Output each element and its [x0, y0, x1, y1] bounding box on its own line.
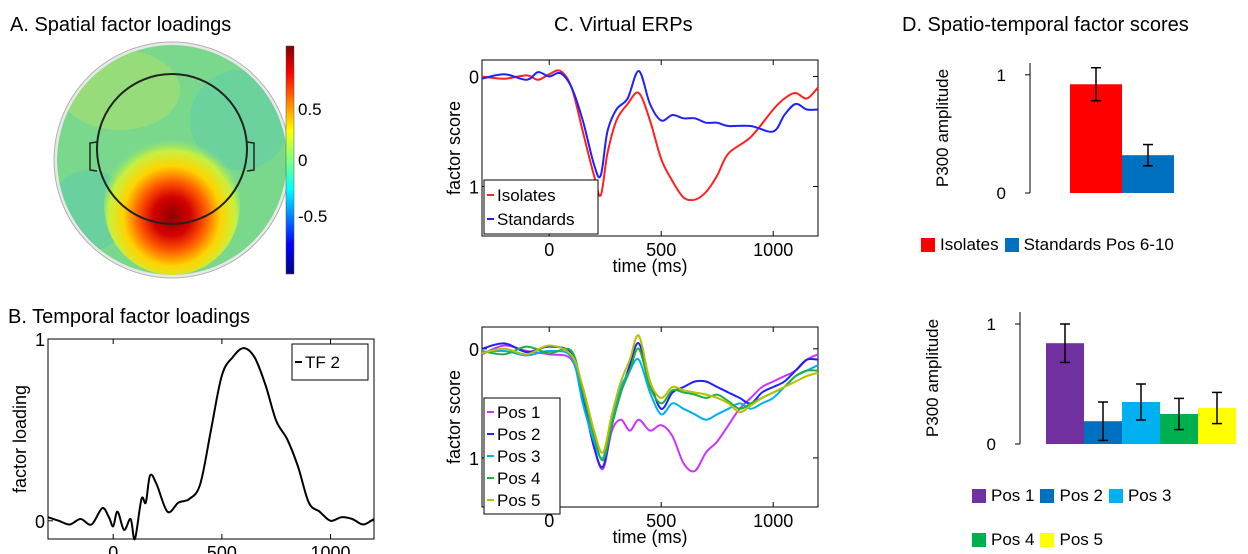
- colorbar: 0.5 0 -0.5: [285, 45, 327, 275]
- y-tick-label: 0: [35, 512, 45, 532]
- chart-legend: [291, 343, 369, 381]
- y-axis-label: P300 amplitude: [933, 69, 952, 187]
- legend-label: Isolates: [940, 235, 999, 254]
- plot-frame: [481, 326, 819, 508]
- x-tick-label: 500: [646, 240, 676, 260]
- legend-swatch: [1004, 238, 1019, 252]
- legend-label: Pos 3: [1127, 486, 1172, 505]
- legend-item: Pos 2: [1040, 486, 1103, 506]
- y-axis-label: factor score: [444, 370, 464, 464]
- x-tick-label: 0: [544, 240, 554, 260]
- y-tick-label: 1: [997, 66, 1006, 85]
- legend-positions-row2: Pos 4 Pos 5: [972, 530, 1109, 550]
- legend-entry: Pos 5: [497, 491, 540, 510]
- x-tick-label: 500: [207, 543, 237, 554]
- chart-legend: [483, 397, 561, 515]
- legend-entry: Isolates: [497, 186, 556, 205]
- legend-label: Pos 2: [1059, 486, 1103, 505]
- panel-d-title: D. Spatio-temporal factor scores: [902, 14, 1189, 36]
- legend-label: Pos 5: [1059, 530, 1103, 549]
- series-line: [481, 334, 819, 454]
- y-tick-label: 0: [469, 68, 479, 88]
- x-axis-label: time (ms): [613, 256, 688, 276]
- colorbar-tick: 0.5: [298, 100, 322, 119]
- series-line: [481, 349, 819, 460]
- scores-positions-chart: 1 0 P300 amplitude: [923, 312, 1236, 454]
- legend-swatch: [1108, 489, 1123, 503]
- legend-swatch: [972, 489, 986, 503]
- colorbar-tick: 0: [298, 151, 307, 170]
- legend-item: Isolates: [921, 235, 999, 255]
- x-tick-label: 1000: [311, 543, 351, 554]
- legend-entry: TF 2: [305, 353, 340, 372]
- x-tick-label: 1000: [753, 240, 793, 260]
- erp-isolates-chart: 0 500 1000 0 1 time (ms) factor score Isolates S…: [444, 59, 819, 276]
- legend-item: Standards Pos 6-10: [1004, 235, 1174, 255]
- x-axis-label: time (ms): [613, 527, 688, 547]
- panel-a-title: A. Spatial factor loadings: [10, 14, 232, 36]
- legend-item: Pos 3: [1108, 486, 1172, 506]
- plot-frame: [47, 338, 375, 540]
- legend-isolates: Isolates Standards Pos 6-10: [921, 235, 1180, 255]
- x-tick-label: 0: [544, 511, 554, 531]
- x-tick-label: 1000: [753, 511, 793, 531]
- series-line: [481, 69, 819, 202]
- legend-swatch: [972, 533, 986, 547]
- panel-c-title: C. Virtual ERPs: [554, 14, 693, 36]
- x-tick-label: 500: [646, 511, 676, 531]
- y-axis-label: factor loading: [10, 385, 30, 493]
- y-tick-label: 0: [997, 184, 1006, 203]
- legend-positions-row1: Pos 1 Pos 2 Pos 3: [972, 486, 1177, 506]
- legend-entry: Pos 4: [497, 469, 540, 488]
- series-line: [481, 69, 819, 179]
- legend-swatch: [921, 238, 935, 252]
- legend-label: Standards Pos 6-10: [1023, 235, 1174, 254]
- legend-entry: Pos 2: [497, 425, 540, 444]
- colorbar-tick: -0.5: [298, 207, 327, 226]
- y-tick-label: 1: [469, 178, 479, 198]
- topo-map: [53, 41, 291, 279]
- y-axis-label: P300 amplitude: [923, 319, 942, 437]
- legend-label: Pos 4: [991, 530, 1035, 549]
- bar: [1070, 84, 1122, 193]
- legend-entry: Pos 1: [497, 403, 540, 422]
- chart-legend: [483, 179, 599, 235]
- y-tick-label: 0: [987, 435, 996, 454]
- y-tick-label: 1: [987, 315, 996, 334]
- x-tick-label: 0: [108, 543, 118, 554]
- panel-b-title: B. Temporal factor loadings: [8, 306, 250, 328]
- y-tick-label: 1: [469, 449, 479, 469]
- legend-swatch: [1040, 489, 1055, 503]
- legend-swatch: [1040, 533, 1055, 547]
- erp-positions-chart: 0 500 1000 0 1 time (ms) factor score Pos 1 Pos …: [444, 326, 819, 547]
- series-line: [47, 347, 375, 541]
- legend-item: Pos 1: [972, 486, 1034, 506]
- y-axis-label: factor score: [444, 101, 464, 195]
- y-tick-label: 1: [35, 330, 45, 350]
- legend-item: Pos 4: [972, 530, 1034, 550]
- legend-entry: Pos 3: [497, 447, 540, 466]
- y-tick-label: 0: [469, 340, 479, 360]
- scores-isolates-chart: 1 0 P300 amplitude: [933, 63, 1174, 203]
- legend-entry: Standards: [497, 210, 575, 229]
- legend-item: Pos 5: [1040, 530, 1103, 550]
- plot-frame: [481, 59, 819, 237]
- legend-label: Pos 1: [991, 486, 1035, 505]
